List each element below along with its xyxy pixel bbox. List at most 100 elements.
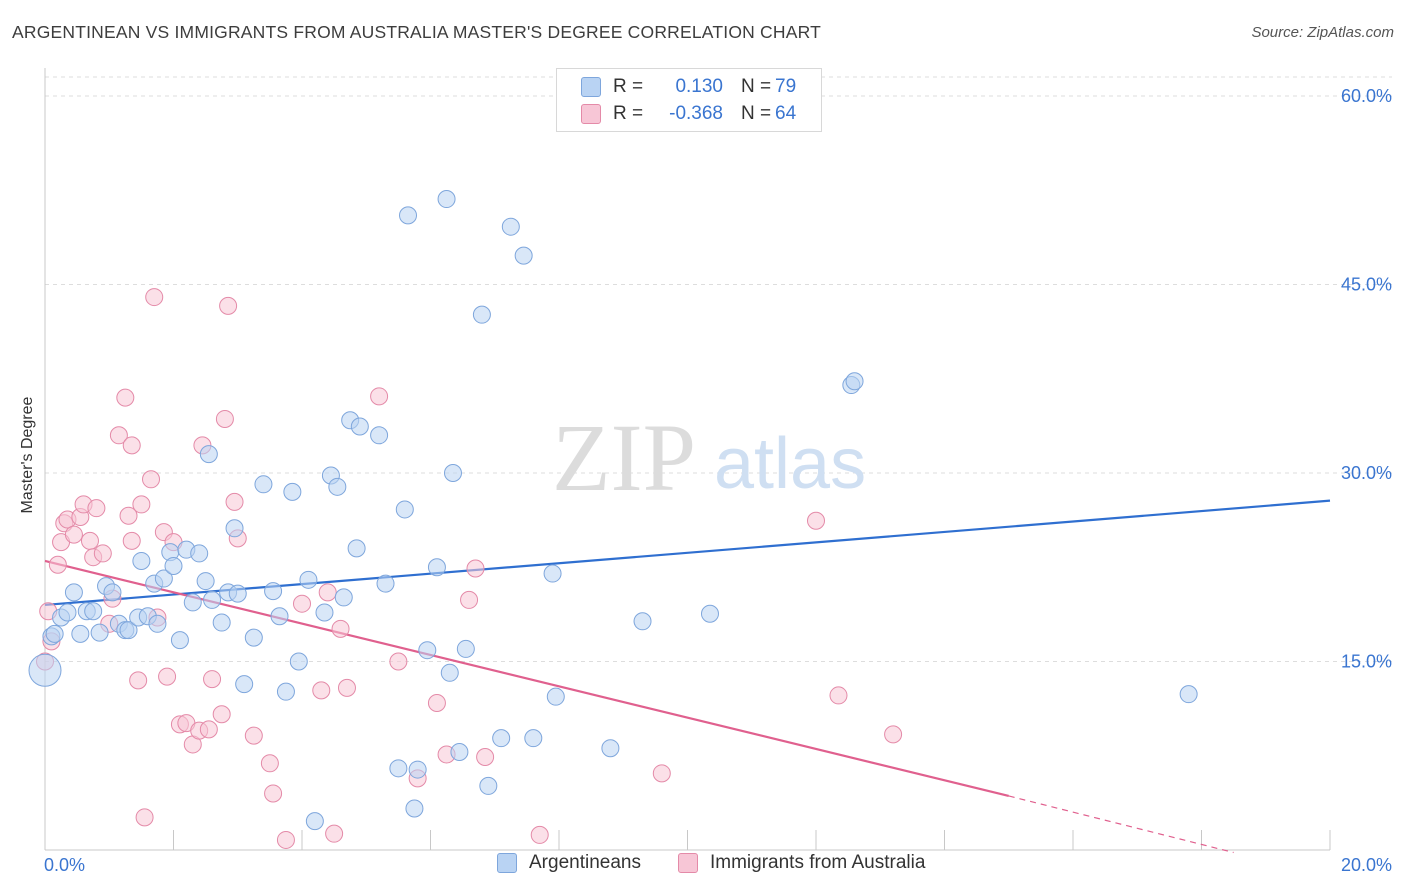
tick-labels: 15.0% 30.0% 45.0% 60.0% 0.0% 20.0% [44,86,1392,875]
data-point-argentineans [270,607,289,626]
source-label: Source: ZipAtlas.com [1251,24,1394,41]
legend-n-value: 79 [775,76,797,97]
x-tick-label: 0.0% [44,855,85,875]
legend-swatch-pink [678,853,698,873]
data-point-australia [135,808,154,827]
data-point-argentineans [199,445,218,464]
data-point-australia [476,748,495,767]
data-point-argentineans [212,613,231,632]
data-point-australia [389,652,408,671]
data-point-argentineans [389,759,408,778]
data-point-australia [293,594,311,613]
data-point-argentineans [154,569,173,588]
data-point-argentineans [71,624,90,643]
data-point-argentineans [299,570,318,589]
data-point-argentineans [289,652,308,671]
data-point-argentineans [328,477,347,496]
data-point-argentineans [376,574,395,593]
data-point-argentineans [450,742,469,761]
data-point-argentineans [58,603,77,622]
data-point-argentineans [700,604,719,623]
legend-r-label: R = [613,103,644,124]
data-point-argentineans [399,206,418,225]
data-point-argentineans [190,544,209,563]
data-point-australia [652,764,671,783]
data-point-australia [829,686,848,705]
data-point-australia [337,678,356,697]
data-point-argentineans [633,612,652,631]
data-point-argentineans [524,729,543,748]
legend-item-australia[interactable]: Immigrants from Australia [678,852,925,874]
data-point-australia [331,619,350,638]
watermark: ZIP atlas [552,404,866,511]
data-point-australia [142,470,161,489]
data-point-australia [312,681,331,700]
data-point-australia [318,583,337,602]
legend-swatch-blue [581,77,601,97]
watermark-zip: ZIP [552,404,696,511]
legend-row-argentineans: R = 0.130 N = 79 [581,75,796,99]
data-point-australia [215,409,234,428]
data-point-australia [132,495,151,514]
data-point-argentineans [492,729,511,748]
data-point-argentineans [119,621,138,640]
y-tick-label: 30.0% [1341,463,1392,483]
data-point-argentineans [183,593,202,612]
data-point-argentineans [164,556,183,575]
data-point-argentineans [148,614,167,633]
data-point-argentineans [225,519,244,538]
data-point-argentineans [264,582,283,601]
data-point-australia [119,506,138,525]
data-point-argentineans [514,246,533,265]
data-point-australia [276,830,295,849]
data-point-australia [48,555,67,574]
data-point-argentineans [418,641,437,660]
data-point-argentineans [845,372,864,391]
legend-n-label: N = [741,103,772,124]
data-point-australia [145,288,164,307]
legend-n-label: N = [741,76,772,97]
data-point-australia [64,525,83,544]
y-tick-label: 15.0% [1341,652,1392,672]
data-point-argentineans [443,464,462,482]
stats-legend: R = 0.130 N = 79 R = -0.368 N = 64 [556,68,822,132]
gridlines [45,76,1392,662]
legend-r-label: R = [613,76,644,97]
legend-r-value: 0.130 [675,76,723,97]
data-point-australia [203,670,222,689]
data-point-argentineans [408,760,427,779]
legend-label-australia: Immigrants from Australia [710,852,926,873]
data-point-australia [807,511,825,530]
data-point-argentineans [170,631,189,650]
data-point-australia [264,784,283,803]
legend-row-australia: R = -0.368 N = 64 [581,102,796,126]
y-tick-label: 45.0% [1341,275,1392,295]
data-point-argentineans [456,639,475,658]
legend-item-argentineans[interactable]: Argentineans [497,852,641,874]
data-point-argentineans [203,590,222,609]
data-point-argentineans [334,588,353,607]
data-point-australia [87,499,106,518]
data-point-argentineans [395,500,414,519]
data-point-argentineans [347,539,366,558]
data-point-australia [93,544,112,563]
points-layer [28,190,1198,849]
data-point-argentineans [103,583,122,602]
data-point-argentineans [45,624,64,643]
data-point-australia [212,705,231,724]
data-point-australia [325,824,344,843]
data-point-argentineans [276,682,295,701]
data-point-australia [884,725,903,744]
legend-label-argentineans: Argentineans [529,852,641,873]
data-point-argentineans [254,475,273,494]
legend-swatch-pink [581,104,601,124]
data-point-argentineans [405,799,424,818]
data-point-australia [199,720,218,739]
data-point-argentineans [235,675,254,694]
data-point-australia [244,726,263,745]
data-point-argentineans [305,812,324,831]
data-point-australia [158,667,177,686]
data-point-argentineans [472,305,491,324]
data-point-argentineans [64,583,83,602]
